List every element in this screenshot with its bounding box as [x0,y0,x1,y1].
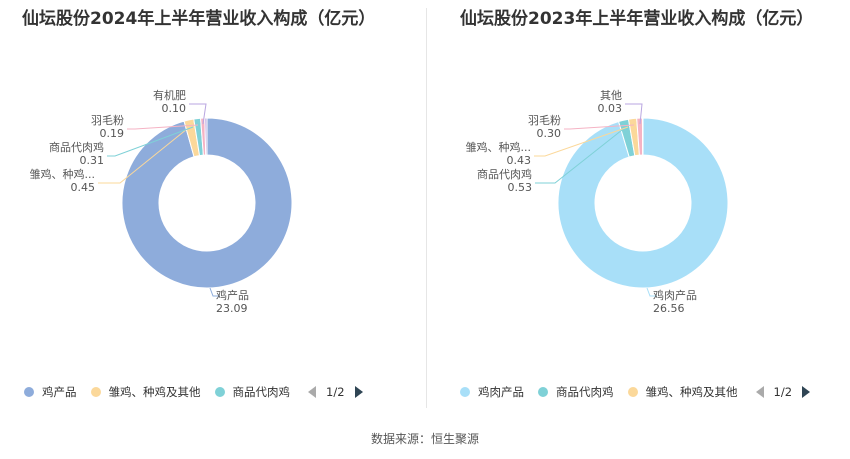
legend-item[interactable]: 雏鸡、种鸡及其他 [90,384,201,400]
data-source: 数据来源：恒生聚源 [370,432,479,446]
legend-label: 鸡产品 [42,385,77,399]
slice-value-label: 0.53 [508,181,533,194]
pie-slice[interactable] [557,117,729,289]
slice-label: 鸡产品 [216,288,249,302]
next-page-icon[interactable] [354,386,363,398]
label-leader-line [646,287,657,297]
legend-label: 商品代肉鸡 [232,385,291,399]
prev-page-icon[interactable] [308,386,316,398]
label-leader-line [189,103,207,125]
legend-dot-icon [24,387,34,397]
legend-pager: 1/2 [308,385,363,399]
label-leader-line [98,128,188,184]
legend-dot-icon [214,387,225,397]
label-leader-line [534,126,629,157]
legend-dot-icon [627,387,638,397]
slice-value-label: 0.10 [162,102,187,115]
slice-value-label: 0.31 [80,154,105,167]
legend-dot-icon [90,387,101,397]
chart-panel-2024: 仙坛股份2024年上半年营业收入构成（亿元） 鸡产品 23.09 雏鸡、种鸡... 0… [0,0,425,410]
slice-value-label: 0.19 [100,127,125,140]
next-page-icon[interactable] [802,386,811,398]
slice-label: 雏鸡、种鸡... [466,140,532,154]
label-leader-line [127,124,199,130]
legend-item[interactable]: 商品代肉鸡 [214,384,291,400]
legend-dot-icon [460,387,470,397]
chart-panel-2023: 仙坛股份2023年上半年营业收入构成（亿元） 鸡肉产品 26.56 商品代肉鸡 0.5… [425,0,850,410]
legend-label: 雏鸡、种鸡及其他 [645,385,738,399]
slice-value-label: 0.45 [71,181,96,194]
slice-value-label: 0.03 [598,102,623,115]
slice-value-label: 0.43 [507,154,532,167]
legend-item[interactable]: 雏鸡、种鸡及其他 [627,384,738,400]
slice-label: 鸡肉产品 [653,288,697,302]
slice-label: 羽毛粉 [528,114,561,127]
panel-divider [426,8,427,408]
slice-label: 商品代肉鸡 [49,140,104,154]
legend-pager: 1/2 [755,385,811,399]
page-indicator: 1/2 [326,385,345,399]
slice-label: 其他 [600,89,622,102]
pie-slice[interactable] [204,117,208,156]
legend-label: 鸡肉产品 [478,385,524,399]
label-leader-line [564,124,635,130]
slice-value-label: 23.09 [216,302,248,315]
page-indicator: 1/2 [773,385,793,399]
slice-label: 商品代肉鸡 [477,167,532,181]
legend-item[interactable]: 鸡产品 [24,384,77,400]
legend-label: 商品代肉鸡 [556,385,614,399]
legend-item[interactable]: 商品代肉鸡 [538,384,614,400]
pie-slice[interactable] [641,117,644,156]
prev-page-icon[interactable] [755,386,764,398]
slice-value-label: 0.30 [537,127,562,140]
slice-label: 雏鸡、种鸡... [30,167,96,181]
legend-label: 雏鸡、种鸡及其他 [108,385,201,399]
label-leader-line [625,103,643,125]
legend-item[interactable]: 鸡肉产品 [460,384,524,400]
slice-label: 有机肥 [153,88,186,102]
slice-label: 羽毛粉 [91,114,124,127]
slice-value-label: 26.56 [653,302,685,315]
label-leader-line [209,287,220,297]
pie-slice[interactable] [121,117,293,289]
legend: 鸡产品 雏鸡、种鸡及其他 商品代肉鸡 1/2 [24,384,363,400]
label-leader-line [535,129,623,184]
chart-title: 仙坛股份2024年上半年营业收入构成（亿元） [22,9,376,29]
chart-title: 仙坛股份2023年上半年营业收入构成（亿元） [460,9,814,29]
legend: 鸡肉产品 商品代肉鸡 雏鸡、种鸡及其他 1/2 [460,384,811,400]
label-leader-line [107,126,194,157]
legend-dot-icon [538,387,548,397]
